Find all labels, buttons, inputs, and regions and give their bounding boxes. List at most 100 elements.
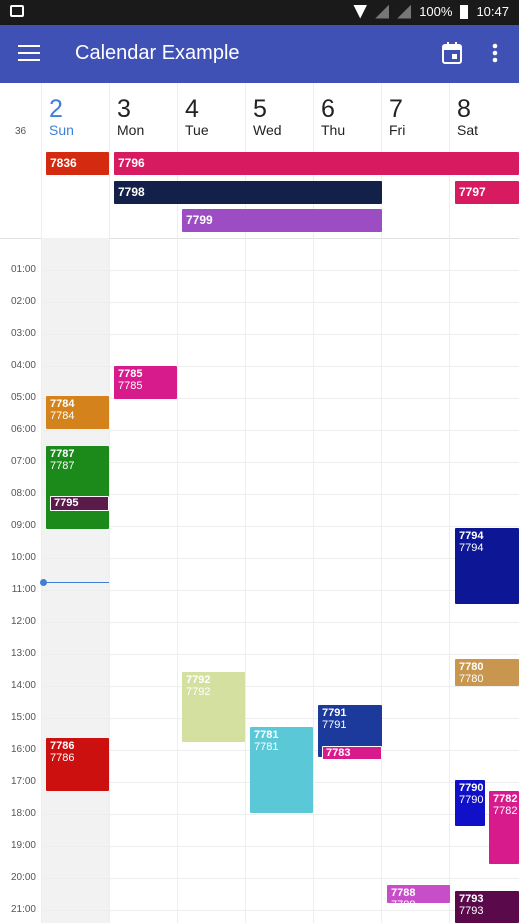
allday-event[interactable]: 7797	[455, 181, 519, 204]
time-label: 10:00	[10, 552, 36, 563]
day-name: Tue	[185, 122, 209, 138]
event-title: 7785	[118, 368, 143, 380]
event-title: 7790	[459, 782, 484, 794]
event-title: 7786	[50, 740, 75, 752]
event[interactable]: 7795	[50, 496, 109, 511]
hour-line	[41, 558, 519, 559]
wifi-icon	[353, 4, 368, 19]
signal-icon	[375, 4, 390, 19]
event[interactable]: 7785 7785	[114, 366, 177, 399]
time-label: 12:00	[10, 616, 36, 627]
time-label: 21:00	[10, 904, 36, 915]
divider	[177, 238, 178, 923]
hour-line	[41, 462, 519, 463]
event[interactable]: 7793 7793	[455, 891, 519, 923]
hour-line	[41, 686, 519, 687]
event-title: 7792	[186, 674, 211, 686]
time-label: 11:00	[11, 584, 36, 595]
signal-icon-2	[397, 4, 412, 19]
menu-icon[interactable]	[18, 45, 40, 63]
event-subtitle: 7781	[254, 741, 279, 753]
time-label: 18:00	[10, 808, 36, 819]
day-header-fri[interactable]: 7 Fri	[381, 96, 449, 138]
day-header-sat[interactable]: 8 Sat	[449, 96, 517, 138]
day-header-thu[interactable]: 6 Thu	[313, 96, 381, 138]
image-icon	[10, 5, 24, 17]
event-subtitle: 7790	[459, 794, 484, 806]
event[interactable]: 7780 7780	[455, 659, 519, 686]
hour-line	[41, 334, 519, 335]
hour-line	[41, 430, 519, 431]
event-subtitle: 7792	[186, 686, 211, 698]
day-header-wed[interactable]: 5 Wed	[245, 96, 313, 138]
day-header-mon[interactable]: 3 Mon	[109, 96, 177, 138]
event[interactable]: 7790 7790	[455, 780, 485, 826]
hour-line	[41, 366, 519, 367]
event-subtitle: 7793	[459, 905, 484, 917]
day-number: 5	[253, 95, 267, 123]
day-name: Fri	[389, 122, 406, 138]
time-label: 02:00	[10, 296, 36, 307]
day-number: 8	[457, 95, 471, 123]
event[interactable]: 7787 7787	[46, 446, 109, 529]
time-label: 07:00	[10, 456, 36, 467]
event-subtitle: 7786	[50, 752, 75, 764]
app-title: Calendar Example	[75, 42, 240, 64]
clock-time: 10:47	[476, 4, 509, 19]
current-time-line	[41, 582, 109, 583]
event-title: 7784	[50, 398, 75, 410]
hour-line	[41, 494, 519, 495]
day-number: 3	[117, 95, 131, 123]
allday-event[interactable]: 7799	[182, 209, 382, 232]
event[interactable]: 7792 7792	[182, 672, 245, 742]
status-bar: 100% 10:47	[0, 0, 519, 25]
event[interactable]: 7794 7794	[455, 528, 519, 604]
event-title: 7794	[459, 530, 484, 542]
hour-line	[41, 846, 519, 847]
divider	[313, 238, 314, 923]
day-name: Sun	[49, 122, 74, 138]
event-title: 7780	[459, 661, 484, 673]
time-label: 16:00	[10, 744, 36, 755]
time-label: 13:00	[10, 648, 36, 659]
time-label: 09:00	[10, 520, 36, 531]
event-title: 7781	[254, 729, 279, 741]
time-label: 01:00	[10, 264, 36, 275]
calendar-today-icon[interactable]	[442, 42, 462, 64]
week-number: 36	[14, 126, 27, 137]
hour-line	[41, 622, 519, 623]
event[interactable]: 7781 7781	[250, 727, 313, 813]
day-name: Sat	[457, 122, 479, 138]
divider	[449, 238, 450, 923]
day-number: 6	[321, 95, 335, 123]
allday-event[interactable]: 7798	[114, 181, 382, 204]
day-header-sun[interactable]: 2 Sun	[41, 96, 109, 138]
allday-event[interactable]: 7836	[46, 152, 109, 175]
hour-line	[41, 878, 519, 879]
event[interactable]: 7783	[322, 746, 382, 760]
allday-event[interactable]: 7796	[114, 152, 519, 175]
battery-icon	[460, 4, 469, 19]
hour-line	[41, 302, 519, 303]
event[interactable]: 7786 7786	[46, 738, 109, 791]
divider	[41, 83, 42, 238]
time-label: 08:00	[10, 488, 36, 499]
day-name: Thu	[321, 122, 346, 138]
hour-line	[41, 526, 519, 527]
status-right: 100% 10:47	[353, 4, 509, 19]
today-column-bg	[41, 238, 109, 923]
event[interactable]: 7784 7784	[46, 396, 109, 429]
time-grid[interactable]: 01:00 02:00 03:00 04:00 05:00 06:00 07:0…	[0, 238, 519, 923]
hour-line	[41, 718, 519, 719]
app-bar: Calendar Example	[0, 25, 519, 83]
event[interactable]: 7782 7782	[489, 791, 519, 864]
event-title: 7787	[50, 448, 75, 460]
current-time-dot	[40, 579, 47, 586]
divider	[245, 238, 246, 923]
event-subtitle: 7788	[391, 899, 446, 903]
more-vert-icon[interactable]	[488, 42, 502, 64]
time-label: 14:00	[10, 680, 36, 691]
day-header-tue[interactable]: 4 Tue	[177, 96, 245, 138]
event-title: 7783	[326, 747, 351, 759]
event[interactable]: 7788 7788	[387, 885, 450, 903]
